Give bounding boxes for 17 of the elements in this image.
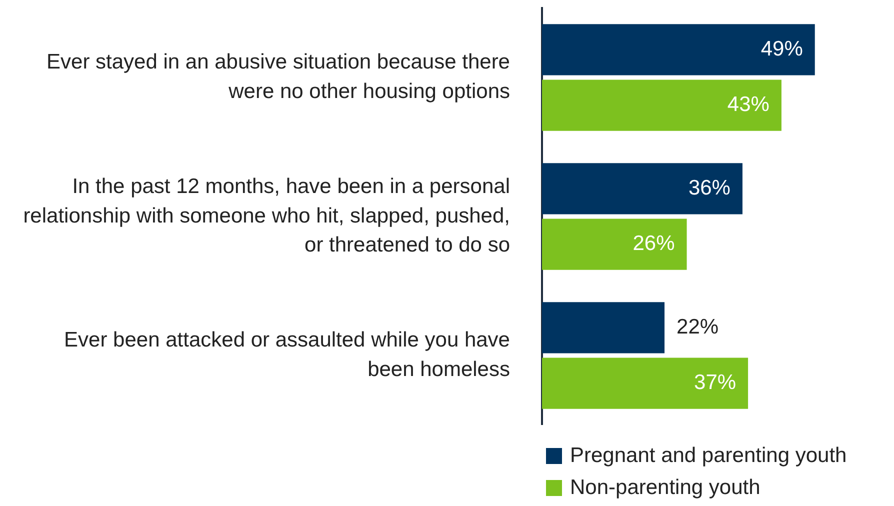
data-label: 26% <box>632 232 675 256</box>
legend-label: Pregnant and parenting youth <box>570 444 847 468</box>
data-label: 43% <box>727 93 770 116</box>
bar <box>542 24 815 76</box>
legend-label: Non-parenting youth <box>570 476 760 500</box>
y-tick-label: Ever been attacked or assaulted while you have been homeless <box>64 328 510 381</box>
bar <box>542 218 687 270</box>
y-tick-label: In the past 12 months, have been in a personal relationship with someone who hit, slapped, pushed, or threatened to do so <box>23 174 510 257</box>
bar <box>542 302 665 354</box>
bar <box>542 163 742 214</box>
bar <box>542 80 782 131</box>
data-label: 37% <box>694 371 736 394</box>
data-label: 49% <box>760 37 803 60</box>
data-label: 22% <box>676 315 719 338</box>
data-label: 36% <box>688 176 730 200</box>
y-tick-label: Ever stayed in an abusive situation because there were no other housing options <box>46 50 510 103</box>
bar <box>542 358 748 409</box>
